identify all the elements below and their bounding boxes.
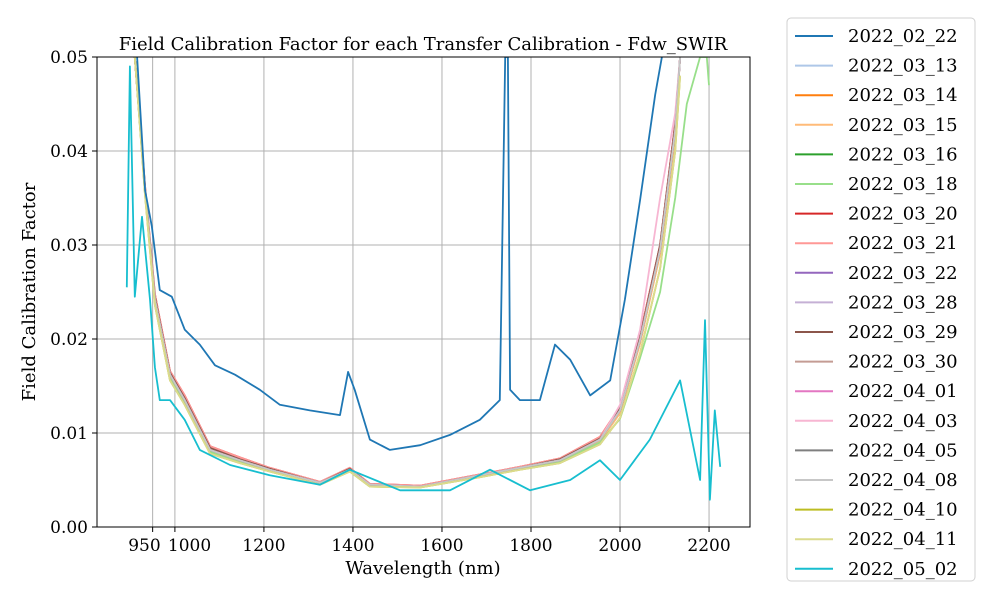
y-tick-label: 0.04 xyxy=(50,142,88,162)
series-line-2022_04_11 xyxy=(133,57,681,489)
legend-label: 2022_03_29 xyxy=(848,322,958,343)
legend-label: 2022_03_14 xyxy=(848,85,958,106)
legend-label: 2022_05_02 xyxy=(848,559,958,580)
legend-label: 2022_03_15 xyxy=(848,115,958,136)
legend-label: 2022_02_22 xyxy=(848,26,958,47)
series-line-2022_03_20 xyxy=(133,57,681,487)
legend-label: 2022_03_18 xyxy=(848,174,958,195)
x-tick-label: 2000 xyxy=(598,536,641,556)
x-tick-label: 1600 xyxy=(420,536,463,556)
series-line-2022_03_22 xyxy=(133,57,681,488)
series-line-2022_04_03 xyxy=(133,57,681,488)
x-tick-label: 1200 xyxy=(242,536,285,556)
legend-label: 2022_04_03 xyxy=(848,411,958,432)
series-line-2022_03_13 xyxy=(133,57,681,488)
series-line-2022_03_16 xyxy=(133,57,681,488)
series-line-2022_03_15 xyxy=(133,57,681,488)
legend-label: 2022_03_20 xyxy=(848,204,958,225)
legend-label: 2022_04_11 xyxy=(848,529,958,550)
series-line-2022_03_28 xyxy=(133,57,681,488)
series-line-2022_03_18 xyxy=(133,57,710,488)
y-tick-label: 0.01 xyxy=(50,424,88,444)
x-tick-label: 1400 xyxy=(331,536,374,556)
series-line-2022_04_05 xyxy=(133,57,681,488)
y-tick-label: 0.03 xyxy=(50,236,88,256)
series-line-2022_04_08 xyxy=(133,57,681,488)
series-line-2022_03_21 xyxy=(133,57,681,487)
series-line-2022_03_29 xyxy=(133,57,681,488)
legend-box xyxy=(786,17,976,582)
x-tick-label: 1800 xyxy=(509,536,552,556)
legend-label: 2022_03_28 xyxy=(848,292,958,313)
legend-label: 2022_03_30 xyxy=(848,352,958,373)
series-line-2022_02_22 xyxy=(136,57,663,451)
legend-label: 2022_04_08 xyxy=(848,470,958,491)
x-tick-label: 950 xyxy=(128,536,160,556)
y-tick-label: 0.02 xyxy=(50,330,88,350)
x-tick-label: 2200 xyxy=(687,536,730,556)
series-line-2022_03_30 xyxy=(133,57,681,488)
legend-label: 2022_03_21 xyxy=(848,233,958,254)
legend-label: 2022_04_10 xyxy=(848,500,958,521)
series-line-2022_05_02 xyxy=(125,65,722,501)
legend-label: 2022_03_16 xyxy=(848,144,958,165)
chart-title: Field Calibration Factor for each Transf… xyxy=(119,34,728,55)
legend-label: 2022_04_01 xyxy=(848,381,958,402)
series-line-2022_04_01 xyxy=(133,57,681,488)
legend-label: 2022_03_13 xyxy=(848,56,958,77)
series-line-2022_04_10 xyxy=(133,57,681,489)
plot-frame xyxy=(96,56,751,528)
x-axis-label: Wavelength (nm) xyxy=(345,558,500,579)
y-axis-label: Field Calibration Factor xyxy=(19,182,40,401)
y-tick-label: 0.05 xyxy=(50,48,88,68)
legend: 2022_02_22 2022_03_13 2022_03_14 2022_03_15… xyxy=(795,26,958,580)
legend-label: 2022_04_05 xyxy=(848,440,958,461)
legend-label: 2022_03_22 xyxy=(848,263,958,284)
series-lines xyxy=(125,57,722,501)
series-line-2022_03_14 xyxy=(133,57,681,488)
y-tick-label: 0.00 xyxy=(50,518,88,538)
x-tick-label: 1000 xyxy=(168,536,211,556)
axis-ticks: 950 1000 1200 1400 1600 1800 2000 2200 0.00 0.01 0… xyxy=(50,48,731,556)
